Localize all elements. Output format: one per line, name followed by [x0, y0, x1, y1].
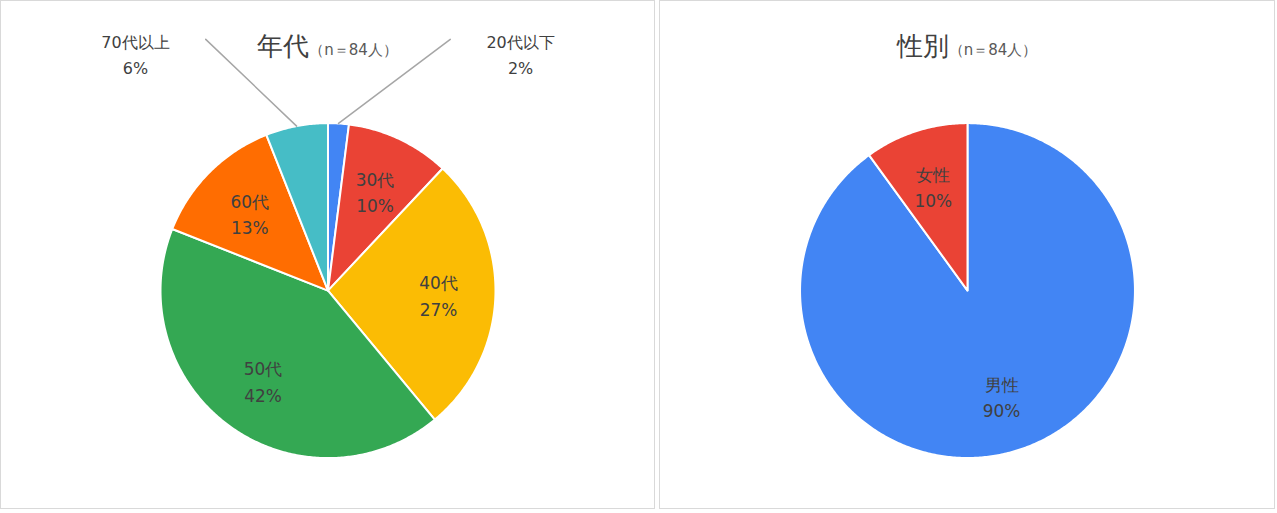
svg-text:20代以下2%: 20代以下2% — [486, 33, 554, 78]
svg-text:60代13%: 60代13% — [231, 192, 270, 238]
html-text:性別（n＝84人）: 性別（n＝84人） — [896, 31, 1038, 61]
svg-text:男性90%: 男性90% — [983, 375, 1021, 421]
html-text:年代（n＝84人）: 年代（n＝84人） — [257, 31, 398, 61]
svg-text:40代27%: 40代27% — [419, 273, 458, 319]
svg-text:30代10%: 30代10% — [356, 170, 395, 216]
svg-text:50代42%: 50代42% — [244, 359, 283, 405]
svg-text:女性10%: 女性10% — [915, 165, 953, 211]
svg-text:70代以上6%: 70代以上6% — [101, 33, 169, 78]
